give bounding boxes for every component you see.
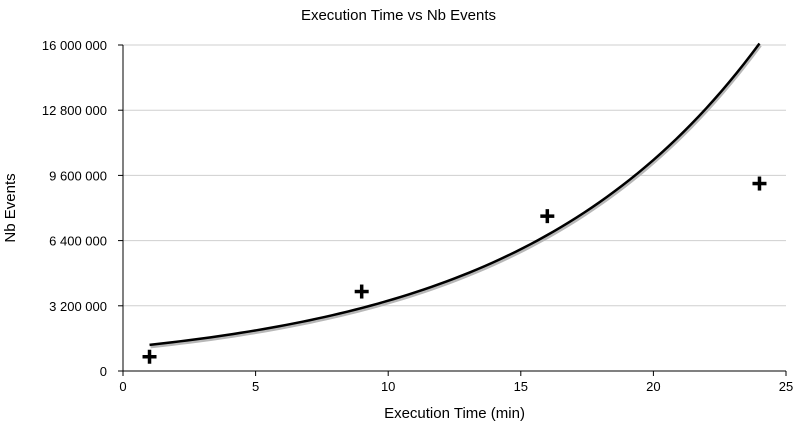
gridlines (123, 44, 786, 307)
y-tick-label: 3 200 000 (49, 299, 107, 314)
y-tick-label: 12 800 000 (42, 103, 107, 118)
data-points (142, 176, 767, 364)
y-tick-label: 16 000 000 (42, 38, 107, 53)
x-tick-label: 25 (779, 379, 793, 394)
y-tick-label: 0 (100, 364, 107, 379)
x-tick-label: 20 (646, 379, 660, 394)
chart-title: Execution Time vs Nb Events (300, 7, 497, 24)
x-axis-ticks: 0 5 10 15 20 25 (119, 371, 793, 394)
y-tick-label: 6 400 000 (49, 234, 107, 249)
y-axis-title: Nb Events (2, 173, 19, 242)
y-tick-label: 9 600 000 (49, 168, 107, 183)
y-axis-ticks: 0 3 200 000 6 400 000 9 600 000 12 800 000 16… (42, 38, 123, 379)
x-axis-title: Execution Time (min) (384, 405, 525, 422)
data-point (354, 284, 369, 299)
data-point (540, 209, 555, 224)
x-tick-label: 15 (514, 379, 528, 394)
x-tick-label: 0 (119, 379, 126, 394)
trendline-shadow (150, 44, 762, 349)
trendline (149, 42, 761, 347)
data-point (752, 176, 767, 191)
x-tick-label: 5 (252, 379, 259, 394)
data-point (142, 349, 157, 364)
x-tick-label: 10 (381, 379, 395, 394)
